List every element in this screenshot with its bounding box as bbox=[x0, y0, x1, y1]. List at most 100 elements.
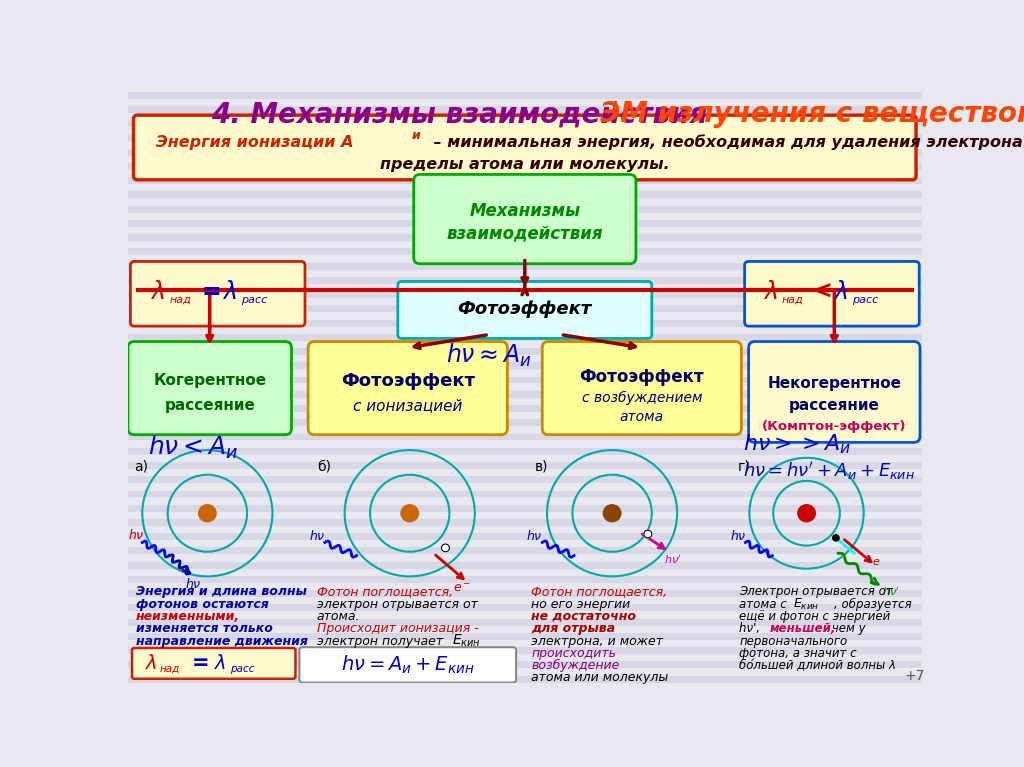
Text: Энергия ионизации А: Энергия ионизации А bbox=[156, 134, 353, 150]
FancyBboxPatch shape bbox=[308, 341, 507, 435]
Bar bbox=[128, 661, 922, 668]
Circle shape bbox=[199, 505, 216, 522]
Bar bbox=[128, 348, 922, 355]
Text: Электрон отрывается от: Электрон отрывается от bbox=[739, 585, 893, 598]
Text: $E_{\mathit{кин}}$: $E_{\mathit{кин}}$ bbox=[452, 633, 480, 649]
Text: ещё и фотон с энергией: ещё и фотон с энергией bbox=[739, 610, 890, 623]
Bar bbox=[128, 163, 922, 170]
Text: $h\nu$: $h\nu$ bbox=[309, 529, 326, 543]
Circle shape bbox=[833, 535, 839, 541]
Text: Механизмы: Механизмы bbox=[469, 202, 581, 219]
Bar bbox=[128, 391, 922, 398]
Bar bbox=[128, 262, 922, 269]
Text: г): г) bbox=[737, 460, 751, 474]
Bar bbox=[128, 561, 922, 568]
Bar bbox=[128, 234, 922, 241]
Text: над: над bbox=[160, 663, 180, 673]
Text: электрон отрывается от: электрон отрывается от bbox=[316, 597, 478, 611]
Text: атома: атома bbox=[620, 410, 664, 424]
Text: б): б) bbox=[316, 460, 331, 474]
Bar bbox=[128, 604, 922, 611]
Text: $h\nu$: $h\nu$ bbox=[729, 529, 746, 543]
Text: чем у: чем у bbox=[828, 622, 865, 635]
Text: электрон получает: электрон получает bbox=[316, 634, 447, 647]
Text: Фотон поглощается,: Фотон поглощается, bbox=[316, 585, 453, 598]
FancyBboxPatch shape bbox=[299, 647, 516, 683]
Text: атома с: атома с bbox=[739, 597, 791, 611]
Text: неизменными,: неизменными, bbox=[136, 610, 240, 623]
Bar bbox=[128, 548, 922, 555]
FancyBboxPatch shape bbox=[749, 341, 920, 443]
Text: происходить: происходить bbox=[531, 647, 616, 660]
Text: Происходит ионизация -: Происходит ионизация - bbox=[316, 622, 478, 635]
Text: $h\nu$: $h\nu$ bbox=[185, 577, 202, 591]
Text: меньшей,: меньшей, bbox=[769, 622, 836, 635]
Bar bbox=[128, 491, 922, 498]
FancyBboxPatch shape bbox=[398, 281, 652, 338]
Bar bbox=[128, 420, 922, 426]
Text: $h\nu >> A_{\mathit{и}}$: $h\nu >> A_{\mathit{и}}$ bbox=[743, 432, 851, 456]
Text: $h\nu$: $h\nu$ bbox=[526, 529, 543, 543]
Text: $h\nu = h\nu' + A_{\mathit{и}} + E_{\mathit{кин}}$: $h\nu = h\nu' + A_{\mathit{и}} + E_{\mat… bbox=[743, 460, 915, 482]
Text: над: над bbox=[782, 295, 804, 305]
Text: $h\nu < A_{\mathit{и}}$: $h\nu < A_{\mathit{и}}$ bbox=[147, 434, 239, 462]
Bar bbox=[128, 206, 922, 212]
Text: Фотоэффект: Фотоэффект bbox=[580, 368, 705, 386]
Bar bbox=[128, 633, 922, 640]
Bar bbox=[128, 249, 922, 255]
Text: $e$: $e$ bbox=[872, 557, 881, 567]
Text: и: и bbox=[412, 129, 421, 142]
Text: =: = bbox=[191, 653, 209, 673]
Text: бо́льшей длиной волны λ: бо́льшей длиной волны λ bbox=[739, 659, 896, 672]
Text: $\lambda$: $\lambda$ bbox=[151, 280, 165, 304]
Text: $\lambda$: $\lambda$ bbox=[833, 280, 847, 304]
Text: над: над bbox=[169, 295, 191, 305]
Text: Когерентное: Когерентное bbox=[154, 374, 266, 388]
Text: $h\nu'$: $h\nu'$ bbox=[882, 585, 900, 598]
Text: расс: расс bbox=[229, 663, 254, 673]
Text: Фотоэффект: Фотоэффект bbox=[458, 300, 592, 318]
Text: взаимодействия: взаимодействия bbox=[446, 225, 603, 242]
Text: ЭМ излучения с веществом: ЭМ излучения с веществом bbox=[600, 100, 1024, 128]
Bar bbox=[128, 362, 922, 369]
Bar bbox=[128, 320, 922, 327]
FancyBboxPatch shape bbox=[133, 115, 916, 179]
Bar bbox=[128, 405, 922, 412]
FancyBboxPatch shape bbox=[128, 341, 292, 435]
Text: $e^-$: $e^-$ bbox=[454, 582, 472, 595]
FancyBboxPatch shape bbox=[414, 174, 636, 264]
Bar bbox=[128, 576, 922, 583]
Text: , образуется: , образуется bbox=[835, 597, 912, 611]
Bar bbox=[128, 476, 922, 483]
Text: $\lambda$: $\lambda$ bbox=[214, 654, 226, 673]
Text: с ионизацией: с ионизацией bbox=[353, 398, 463, 413]
Text: с возбуждением: с возбуждением bbox=[582, 390, 702, 405]
Text: (Комптон-эффект): (Комптон-эффект) bbox=[762, 420, 906, 433]
FancyBboxPatch shape bbox=[543, 341, 741, 435]
Text: Фотон поглощается,: Фотон поглощается, bbox=[531, 585, 668, 598]
Text: первоначального: первоначального bbox=[739, 634, 847, 647]
Text: атома или молекулы: атома или молекулы bbox=[531, 670, 669, 683]
Text: Энергия и длина волны: Энергия и длина волны bbox=[136, 585, 307, 598]
Bar bbox=[128, 462, 922, 469]
Text: электрона, и может: электрона, и может bbox=[531, 634, 664, 647]
Text: $h\nu \approx A_{\mathit{и}}$: $h\nu \approx A_{\mathit{и}}$ bbox=[446, 342, 531, 369]
Bar bbox=[128, 448, 922, 455]
Bar bbox=[128, 120, 922, 127]
Text: $\lambda$: $\lambda$ bbox=[763, 280, 777, 304]
Text: $\lambda$: $\lambda$ bbox=[221, 280, 237, 304]
Text: возбуждение: возбуждение bbox=[531, 659, 620, 672]
Text: $\lambda$: $\lambda$ bbox=[145, 654, 158, 673]
FancyBboxPatch shape bbox=[744, 262, 920, 326]
Text: $h\nu$: $h\nu$ bbox=[128, 528, 144, 542]
Text: рассеяние: рассеяние bbox=[164, 398, 255, 413]
Text: рассеяние: рассеяние bbox=[788, 398, 880, 413]
Bar bbox=[128, 505, 922, 512]
Text: в): в) bbox=[535, 460, 548, 474]
Bar bbox=[128, 676, 922, 683]
Circle shape bbox=[603, 505, 621, 522]
Text: +7: +7 bbox=[904, 670, 925, 683]
Bar bbox=[128, 192, 922, 199]
Bar bbox=[128, 305, 922, 312]
Bar bbox=[128, 619, 922, 626]
